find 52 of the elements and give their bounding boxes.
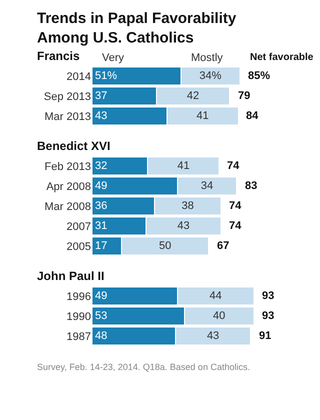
y-tick-label: 2014 xyxy=(66,70,91,83)
total-label: 91 xyxy=(259,330,272,342)
chart-subtitle: Benedict XVI xyxy=(37,139,110,153)
series-label: Very xyxy=(102,52,125,64)
data-label: 37 xyxy=(95,90,108,102)
data-label: 17 xyxy=(95,240,108,252)
data-label: 38 xyxy=(182,200,194,212)
data-label: 36 xyxy=(95,200,108,212)
data-label: 53 xyxy=(95,310,108,322)
total-label: 67 xyxy=(217,240,230,252)
data-label: 34% xyxy=(199,70,222,82)
data-label: 43 xyxy=(206,330,220,342)
data-label: 41 xyxy=(196,110,209,122)
data-label: 51% xyxy=(95,70,118,82)
data-label: 50 xyxy=(159,240,172,252)
data-label: 42 xyxy=(186,90,200,102)
chart-subtitle: Francis xyxy=(37,49,80,63)
total-label: 74 xyxy=(229,220,242,232)
y-tick-label: 1990 xyxy=(66,310,91,323)
y-tick-label: Apr 2008 xyxy=(46,180,91,193)
data-label: 41 xyxy=(177,160,190,172)
data-label: 44 xyxy=(210,290,222,302)
y-tick-label: 1987 xyxy=(66,330,91,343)
data-label: 34 xyxy=(200,180,214,192)
data-label: 49 xyxy=(95,290,108,302)
y-tick-label: 2005 xyxy=(66,240,91,253)
data-label: 32 xyxy=(95,160,108,172)
data-label: 49 xyxy=(95,180,108,192)
total-label: 84 xyxy=(246,110,260,122)
data-label: 48 xyxy=(95,330,108,342)
y-tick-label: 2007 xyxy=(66,220,91,233)
data-label: 43 xyxy=(95,110,108,122)
chart-subtitle: John Paul II xyxy=(37,269,104,283)
total-label: 79 xyxy=(238,90,250,102)
y-tick-label: Mar 2008 xyxy=(44,200,91,213)
chart-title: Trends in Papal Favorability Among U.S. Catholics xyxy=(37,10,237,46)
total-label: 83 xyxy=(245,180,258,192)
data-label: 43 xyxy=(177,220,190,232)
y-tick-label: Feb 2013 xyxy=(44,160,91,173)
data-label: 31 xyxy=(95,220,108,232)
data-label: 40 xyxy=(213,310,226,322)
y-tick-label: 1996 xyxy=(66,290,91,303)
text: Survey, Feb. 14-23, 2014. Q18a. Based on Catholics. xyxy=(37,362,250,372)
total-label: 74 xyxy=(227,160,240,172)
total-label: 93 xyxy=(262,310,274,322)
y-tick-label: Sep 2013 xyxy=(44,90,91,103)
y-tick-label: Mar 2013 xyxy=(44,110,91,123)
total-label: 93 xyxy=(262,290,274,302)
text: Net favorable xyxy=(250,52,314,63)
total-label: 85% xyxy=(248,70,270,82)
total-label: 74 xyxy=(229,200,242,212)
series-label: Mostly xyxy=(191,52,224,64)
